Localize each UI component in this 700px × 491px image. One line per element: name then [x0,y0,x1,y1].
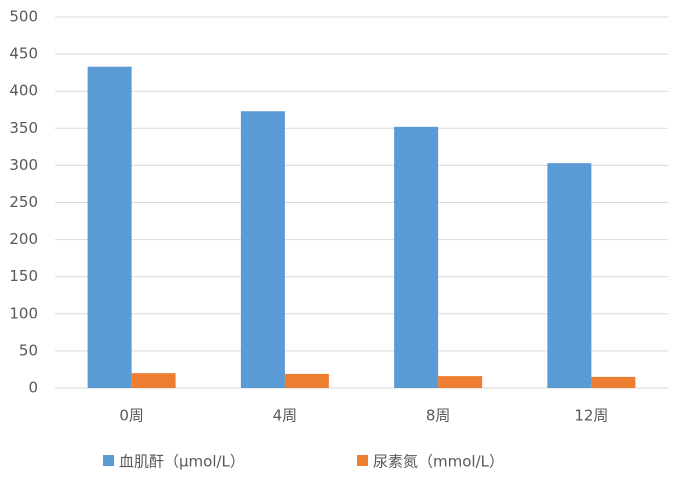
bar [394,126,439,388]
y-tick-label: 400 [9,82,38,100]
legend-swatch [103,455,114,466]
bar [438,376,483,388]
bar [284,373,329,388]
y-tick-label: 100 [9,304,38,322]
bar [547,163,592,388]
legend-swatch [357,455,368,466]
y-tick-label: 0 [28,379,38,397]
y-tick-label: 450 [9,45,38,63]
y-tick-label: 150 [9,267,38,285]
bar [240,111,285,388]
y-tick-label: 200 [9,230,38,248]
y-tick-label: 500 [9,8,38,26]
y-tick-label: 50 [19,341,38,359]
legend-label: 尿素氮（mmol/L） [373,453,504,471]
y-tick-label: 250 [9,193,38,211]
y-tick-label: 300 [9,156,38,174]
legend-label: 血肌酐（μmol/L） [119,453,245,471]
bar [591,376,636,388]
x-tick-label: 4周 [273,407,298,425]
y-tick-label: 350 [9,119,38,137]
bar [87,66,132,389]
x-tick-label: 8周 [426,407,451,425]
x-tick-label: 0周 [119,407,144,425]
bar [131,373,176,388]
x-tick-label: 12周 [574,407,608,425]
